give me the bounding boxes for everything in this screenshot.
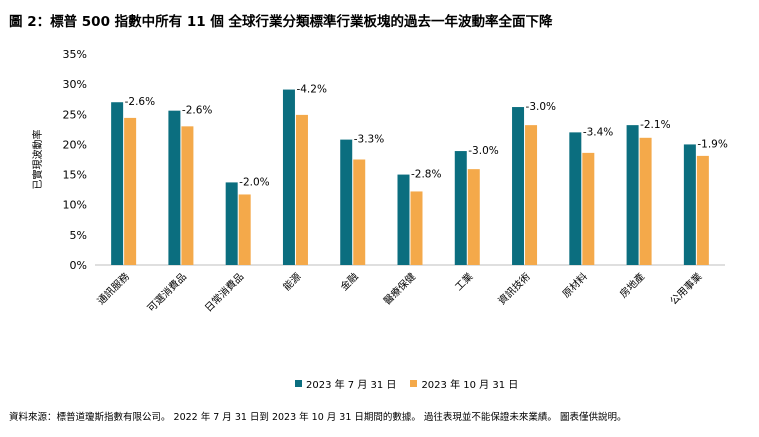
x-tick-label: 可選消費品 bbox=[144, 270, 189, 315]
bar-series-2 bbox=[525, 125, 538, 265]
bar-change-label: -3.0% bbox=[526, 101, 556, 113]
bar-series-2 bbox=[467, 169, 480, 265]
bar-change-label: -3.0% bbox=[468, 145, 498, 157]
bar-series-2 bbox=[295, 114, 308, 265]
x-tick-label: 醫療保健 bbox=[381, 270, 418, 307]
bar-series-2 bbox=[582, 152, 595, 265]
y-tick-label: 25% bbox=[63, 108, 87, 121]
y-tick-label: 15% bbox=[63, 169, 87, 182]
x-tick-label: 日常消費品 bbox=[202, 270, 247, 315]
bar-series-1 bbox=[340, 139, 353, 265]
y-tick-label: 20% bbox=[63, 138, 87, 151]
bar-series-2 bbox=[181, 126, 194, 265]
x-tick-label: 通訊服務 bbox=[94, 270, 131, 307]
bar-series-1 bbox=[225, 182, 238, 265]
bar-series-2 bbox=[353, 159, 366, 265]
bar-change-label: -2.0% bbox=[239, 176, 269, 188]
bar-change-label: -1.9% bbox=[697, 138, 727, 150]
bar-series-1 bbox=[111, 102, 124, 265]
x-tick-label: 金融 bbox=[338, 270, 361, 293]
legend-swatch-series-2 bbox=[410, 380, 418, 387]
legend: 2023 年 7 月 31 日 2023 年 10 月 31 日 bbox=[295, 376, 518, 391]
bar-change-label: -3.3% bbox=[354, 134, 384, 146]
x-tick-label: 公用事業 bbox=[667, 270, 704, 307]
y-tick-label: 35% bbox=[63, 48, 87, 61]
legend-label-series-2: 2023 年 10 月 31 日 bbox=[421, 380, 519, 391]
bar-series-1 bbox=[626, 125, 639, 265]
legend-item-series-1: 2023 年 7 月 31 日 bbox=[295, 376, 396, 391]
legend-swatch-series-1 bbox=[295, 380, 302, 387]
bar-series-1 bbox=[512, 107, 525, 266]
bar-series-1 bbox=[282, 89, 295, 265]
bar-change-label: -4.2% bbox=[296, 84, 326, 96]
bar-series-2 bbox=[410, 191, 423, 265]
bar-change-label: -2.6% bbox=[182, 105, 212, 117]
bar-series-2 bbox=[124, 117, 137, 265]
legend-label-series-1: 2023 年 7 月 31 日 bbox=[306, 380, 397, 391]
x-tick-label: 工業 bbox=[452, 270, 475, 293]
bar-change-label: -2.8% bbox=[411, 169, 441, 181]
y-tick-label: 30% bbox=[63, 78, 87, 91]
bar-series-2 bbox=[639, 137, 652, 265]
y-tick-label: 0% bbox=[70, 259, 87, 272]
y-tick-label: 10% bbox=[63, 199, 87, 212]
bar-series-1 bbox=[569, 132, 582, 265]
bar-series-2 bbox=[238, 194, 251, 265]
legend-item-series-2: 2023 年 10 月 31 日 bbox=[410, 376, 518, 391]
bar-series-2 bbox=[696, 155, 709, 265]
source-note: 資料來源：標普道瓊斯指數有限公司。 2022 年 7 月 31 日到 2023 … bbox=[9, 412, 627, 423]
y-axis-label: 已實現波動率 bbox=[31, 130, 44, 190]
bar-series-1 bbox=[683, 144, 696, 265]
bar-series-1 bbox=[454, 151, 467, 265]
x-tick-label: 房地產 bbox=[617, 270, 647, 300]
x-tick-label: 資訊技術 bbox=[495, 270, 532, 307]
chart-title: 圖 2：標普 500 指數中所有 11 個 全球行業分類標準行業板塊的過去一年波… bbox=[9, 14, 553, 30]
bar-change-label: -3.4% bbox=[583, 126, 613, 138]
y-tick-label: 5% bbox=[70, 229, 87, 242]
x-tick-label: 原材料 bbox=[560, 270, 590, 300]
bar-series-1 bbox=[168, 110, 181, 265]
bar-series-1 bbox=[397, 174, 410, 265]
bar-change-label: -2.6% bbox=[125, 96, 155, 108]
bar-change-label: -2.1% bbox=[640, 119, 670, 131]
x-tick-label: 能源 bbox=[280, 270, 303, 293]
